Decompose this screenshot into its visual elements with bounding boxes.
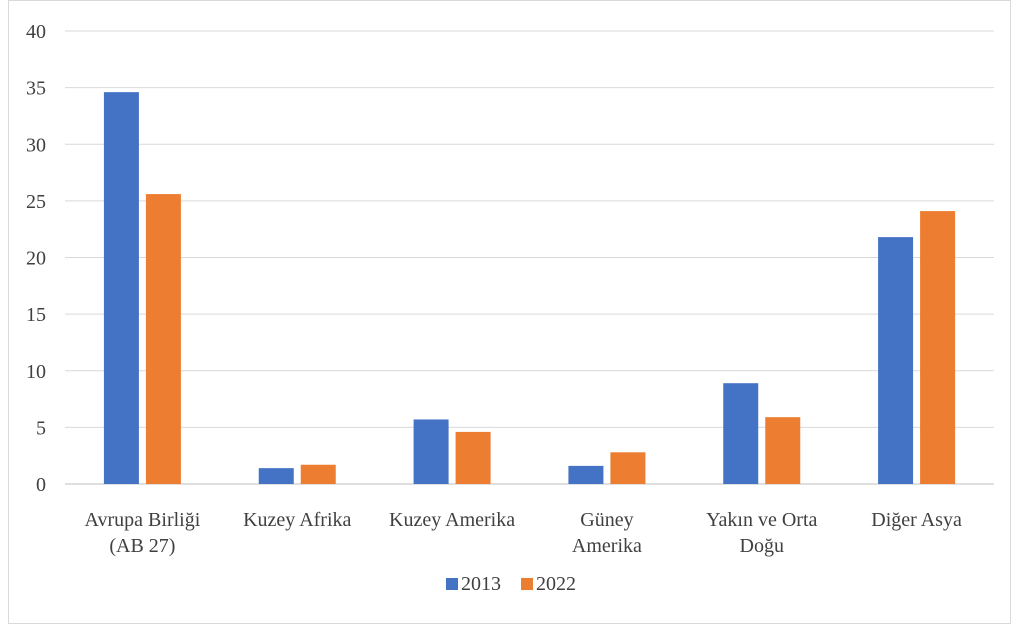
bar-2022 xyxy=(765,417,801,484)
bar-2013 xyxy=(413,419,449,484)
legend-swatch-2013 xyxy=(446,578,458,590)
y-tick-label: 15 xyxy=(26,304,46,326)
x-tick-label: Kuzey Afrika xyxy=(243,509,351,531)
bar-2022 xyxy=(300,464,336,484)
x-tick-label: Kuzey Amerika xyxy=(389,509,515,531)
y-tick-label: 40 xyxy=(26,21,46,43)
legend-label: 2022 xyxy=(536,573,576,595)
x-tick-label: Güney xyxy=(580,509,633,531)
bar-2022 xyxy=(610,452,646,484)
bar-2013 xyxy=(103,92,139,484)
y-tick-label: 20 xyxy=(26,248,46,270)
y-tick-label: 10 xyxy=(26,361,46,383)
x-tick-label: Diğer Asya xyxy=(871,509,962,531)
x-tick-label: Yakın ve Orta xyxy=(706,509,817,531)
bar-2013 xyxy=(568,465,604,484)
y-tick-label: 35 xyxy=(26,78,46,100)
bar-2022 xyxy=(145,194,181,484)
bar-2013 xyxy=(878,237,914,484)
legend-label: 2013 xyxy=(461,573,501,595)
bar-2022 xyxy=(455,431,491,484)
y-tick-label: 30 xyxy=(26,134,46,156)
x-tick-label: Avrupa Birliği xyxy=(85,509,201,531)
legend-swatch-2022 xyxy=(521,578,533,590)
bar-2022 xyxy=(920,211,956,484)
y-tick-label: 0 xyxy=(36,474,46,496)
x-tick-label: (AB 27) xyxy=(109,535,175,557)
x-tick-label: Amerika xyxy=(572,535,642,557)
bar-2013 xyxy=(723,383,759,484)
x-tick-label: Doğu xyxy=(740,535,784,557)
y-tick-label: 5 xyxy=(36,417,46,439)
bar-2013 xyxy=(258,468,294,484)
y-tick-label: 25 xyxy=(26,191,46,213)
